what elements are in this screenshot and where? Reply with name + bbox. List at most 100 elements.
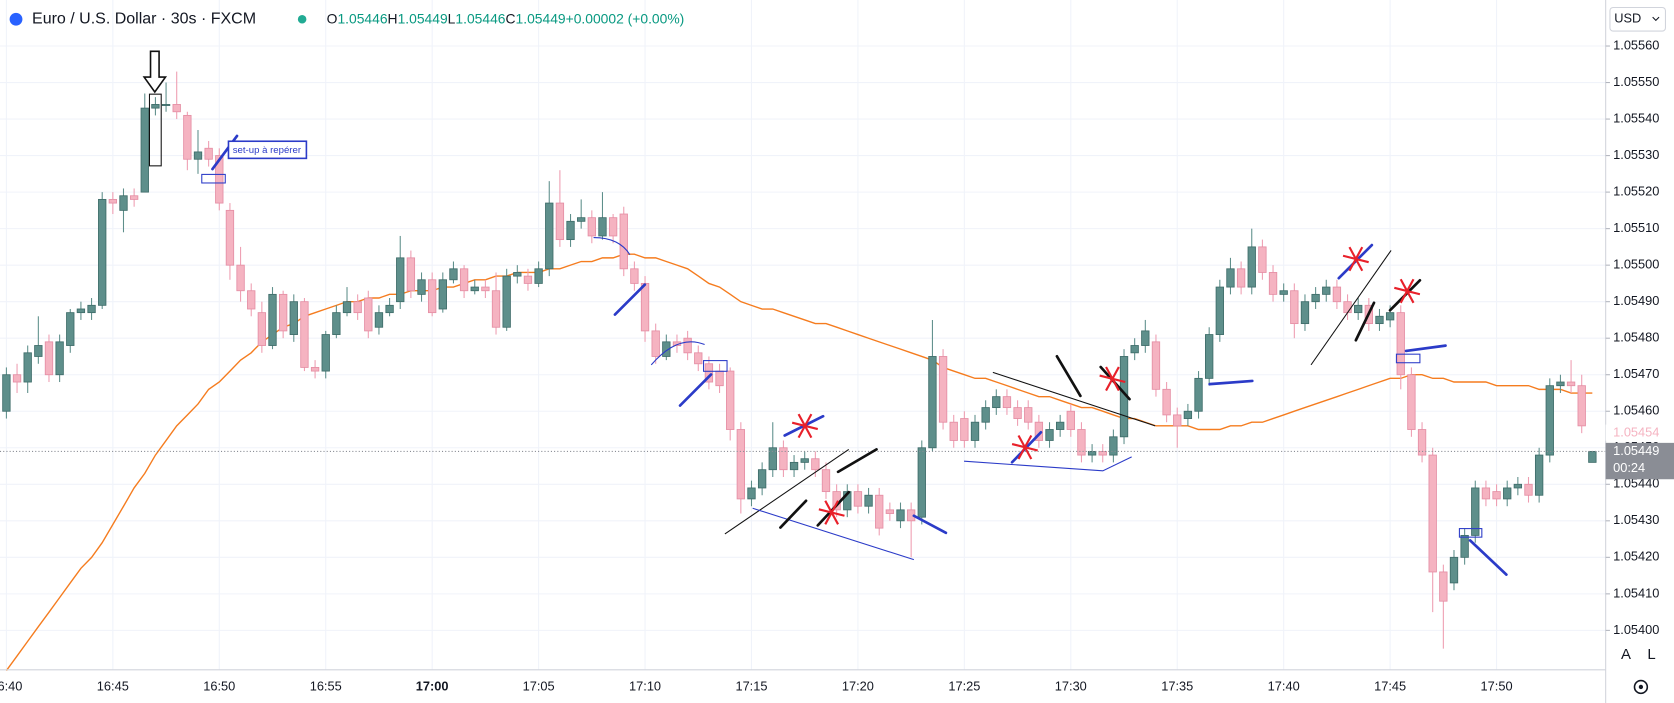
candle-body (268, 293, 277, 346)
log-button[interactable]: L (1647, 646, 1655, 663)
drawings: set-up à repérer (142, 50, 1508, 576)
candle-body (129, 195, 139, 200)
candle-body (1151, 341, 1161, 390)
status-dot (297, 14, 307, 24)
candle-body (364, 297, 373, 332)
note: set-up à repérer (233, 145, 302, 156)
candle-body (1556, 381, 1565, 387)
candle-body (630, 268, 639, 284)
price-badge (1605, 442, 1674, 480)
candle-body (1215, 286, 1224, 335)
x-tick-label: 17:30 (1055, 678, 1087, 693)
candle-body (1279, 290, 1288, 295)
auto-button[interactable]: A (1621, 646, 1631, 663)
line (752, 507, 915, 561)
line (912, 514, 948, 535)
candle-body (1002, 396, 1012, 409)
candle-body (1439, 571, 1448, 602)
cross-stroke (1348, 246, 1364, 272)
candle-body (789, 461, 799, 471)
candle-body (1311, 293, 1320, 303)
candle-body (193, 151, 203, 160)
gear[interactable] (1633, 679, 1649, 695)
x-tick-label: 17:40 (1268, 678, 1300, 693)
currency-box[interactable] (1609, 6, 1666, 32)
y-tick-label: 1.05410 (1613, 585, 1659, 600)
candle-body (896, 509, 905, 522)
candle-body (12, 374, 22, 383)
axes: 1.05560 1.05550 1.05540 1.05530 1.05520 1.055… (0, 37, 1674, 693)
candle-body (1471, 487, 1480, 536)
line (1055, 354, 1082, 398)
candle-body (640, 282, 650, 332)
candle-body (1194, 377, 1203, 412)
legend-key: L (448, 10, 456, 26)
candle-body (34, 345, 43, 357)
candle-body (98, 198, 107, 306)
x-tick-label: 17:50 (1481, 678, 1513, 693)
candle-body (843, 491, 852, 511)
settings-button[interactable] (1633, 679, 1649, 695)
candle-body (278, 293, 288, 332)
candle-body (1492, 491, 1501, 500)
legend-key: O (327, 10, 338, 26)
x-tick-label: 17:45 (1374, 678, 1406, 693)
candle-body (1513, 483, 1523, 489)
y-tick-label: 1.05440 (1613, 476, 1659, 491)
candle-body (353, 301, 362, 314)
price-badge-label: 1.05449 (1613, 443, 1659, 458)
symbol-title: Euro / U.S. Dollar · 30s · FXCM (32, 9, 256, 27)
line (678, 373, 713, 407)
candle-body (459, 268, 469, 292)
candle-body (2, 374, 11, 412)
candle-body (1087, 450, 1097, 456)
symbol-icon (9, 12, 23, 26)
price-axis (1605, 0, 1674, 703)
candle-body (981, 407, 990, 423)
y-tick-label: 1.05540 (1613, 110, 1659, 125)
candle-body (1354, 304, 1363, 314)
currency-button[interactable]: USD (1609, 6, 1666, 32)
legend-key: H (388, 10, 398, 26)
line (992, 371, 1156, 427)
price-badge-label: 1.05454 (1613, 425, 1659, 440)
candle-body (1385, 312, 1395, 321)
cross-stroke (797, 413, 813, 439)
y-tick-label: 1.05460 (1613, 403, 1659, 418)
candle-body (726, 370, 735, 430)
candle-body (300, 301, 309, 368)
candle-body (1024, 407, 1033, 423)
candle-body (406, 257, 416, 292)
candle-body (1545, 385, 1554, 456)
candle-body (417, 279, 426, 295)
candle-body (257, 312, 267, 346)
candle-body (811, 458, 820, 471)
candle-body (651, 330, 660, 357)
line (779, 499, 808, 529)
legend-value: 1.05446 (337, 10, 387, 26)
candle-body (247, 290, 256, 310)
candle-body (204, 147, 213, 160)
candle-body (875, 494, 884, 529)
candle-body (172, 104, 181, 113)
y-tick-label: 1.05500 (1613, 257, 1659, 272)
candle-body (970, 421, 980, 441)
y-tick-label: 1.05480 (1613, 330, 1659, 345)
line (1310, 250, 1392, 366)
candle-body (960, 418, 969, 441)
line (1354, 301, 1376, 342)
currency[interactable]: USD (1614, 11, 1641, 26)
candle-body (1226, 268, 1235, 288)
candle-body (1109, 436, 1118, 456)
x-tick-label: 17:20 (842, 678, 874, 693)
y-tick-label: 1.05420 (1613, 549, 1659, 564)
candle-body (577, 217, 586, 222)
legend-value: 1.05449 (398, 10, 448, 26)
candle-body (992, 396, 1001, 409)
candle-body (87, 304, 96, 314)
legend-value: 1.05446 (455, 10, 505, 26)
candle-body (23, 352, 32, 383)
candle-body (1524, 483, 1533, 496)
candle-body (396, 257, 405, 303)
